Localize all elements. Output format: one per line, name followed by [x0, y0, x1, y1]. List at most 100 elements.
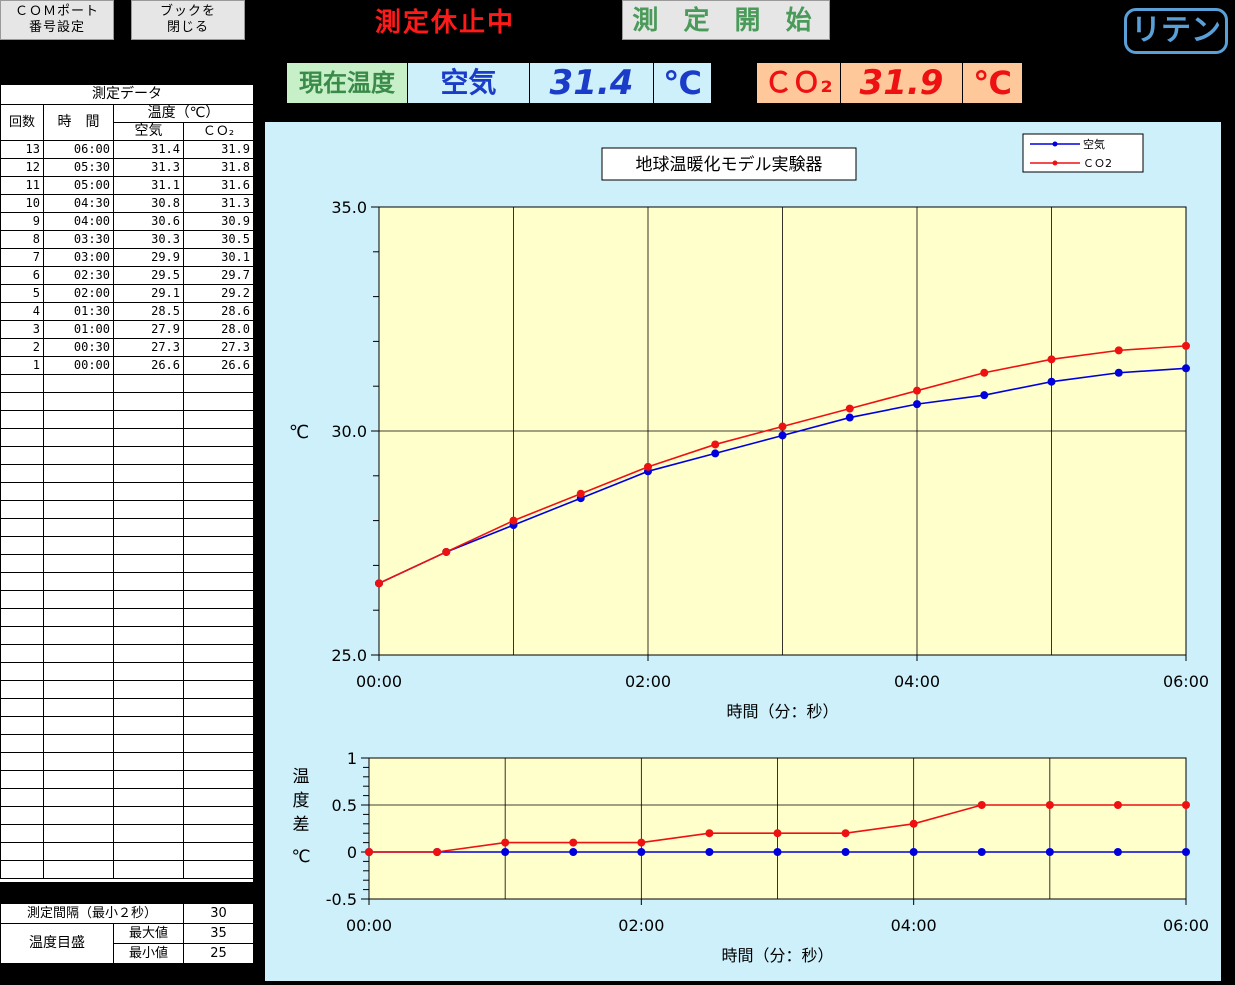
table-cell-time: [43, 464, 114, 483]
series-point-1: [841, 829, 850, 838]
table-cell-n: [0, 806, 44, 825]
start-measurement-button[interactable]: 測 定 開 始: [622, 0, 830, 40]
table-cell-air: [113, 680, 184, 699]
table-cell-air: [113, 608, 184, 627]
series-point-1: [778, 422, 787, 431]
table-cell-air: [113, 392, 184, 411]
table-cell-n: [0, 842, 44, 861]
table-cell-n: [0, 500, 44, 519]
table-cell-air: [113, 698, 184, 717]
series-point-0: [1113, 848, 1122, 856]
col-time-header: 時 間: [43, 104, 114, 141]
legend-marker-co2: [1052, 160, 1058, 166]
min-value[interactable]: 25: [183, 943, 255, 964]
table-cell-air: 30.3: [113, 230, 184, 249]
table-cell-co2: [183, 608, 254, 627]
x-tick-label: 06:00: [1163, 672, 1209, 691]
table-cell-n: [0, 536, 44, 555]
y-tick-label: 35.0: [331, 198, 367, 217]
table-cell-co2: [183, 554, 254, 573]
table-cell-time: [43, 806, 114, 825]
table-row: 13 06:00 31.4 31.9: [0, 140, 254, 159]
table-cell-air: 31.4: [113, 140, 184, 159]
y-axis-label-part: ℃: [291, 847, 310, 867]
table-row: 2 00:30 27.3 27.3: [0, 338, 254, 357]
chart-title: 地球温暖化モデル実験器: [636, 154, 823, 175]
table-row: 10 04:30 30.8 31.3: [0, 194, 254, 213]
table-cell-n: [0, 680, 44, 699]
co2-unit: ℃: [963, 63, 1023, 103]
table-cell-n: 1: [0, 356, 44, 375]
table-cell-time: 01:30: [43, 302, 114, 321]
table-cell-n: 5: [0, 284, 44, 303]
y-axis-label-part: 差: [293, 815, 310, 835]
table-cell-co2: 31.6: [183, 176, 254, 195]
table-cell-time: 05:30: [43, 158, 114, 177]
table-cell-n: [0, 464, 44, 483]
table-cell-n: [0, 626, 44, 645]
table-cell-n: [0, 752, 44, 771]
table-cell-co2: [183, 500, 254, 519]
table-cell-n: [0, 824, 44, 843]
table-row: [0, 608, 254, 627]
series-point-1: [569, 838, 578, 847]
temperature-difference-chart: -0.5 0 0.5 1 00:00 02:00 04:00 06:00 時間（分：秒） 温度差 ℃: [291, 749, 1209, 965]
table-cell-time: [43, 698, 114, 717]
y-tick-label: 30.0: [331, 422, 367, 441]
table-cell-co2: [183, 392, 254, 411]
series-point-1: [1182, 341, 1190, 350]
y-tick-label: 0: [347, 843, 357, 862]
table-cell-n: [0, 410, 44, 429]
table-row: [0, 806, 254, 825]
table-cell-co2: [183, 734, 254, 753]
series-point-1: [1045, 801, 1054, 809]
series-point-0: [711, 449, 720, 458]
series-point-0: [1047, 377, 1056, 386]
table-cell-time: [43, 446, 114, 465]
series-point-1: [845, 404, 854, 413]
table-row: [0, 734, 254, 753]
series-point-1: [773, 829, 782, 838]
table-row: 12 05:30 31.3 31.8: [0, 158, 254, 177]
table-cell-co2: [183, 374, 254, 393]
table-cell-n: [0, 428, 44, 447]
table-row: [0, 644, 254, 663]
co2-temp-value: 31.9: [841, 63, 963, 103]
series-point-0: [1045, 848, 1054, 856]
table-cell-air: 30.6: [113, 212, 184, 231]
table-cell-time: [43, 860, 114, 879]
chart-area: 地球温暖化モデル実験器 空気 ＣＯ2 25.0 30.0 35.0 00:00 02:0…: [265, 122, 1221, 981]
table-cell-air: 29.5: [113, 266, 184, 285]
table-cell-air: [113, 824, 184, 843]
table-cell-co2: [183, 788, 254, 807]
table-cell-co2: 31.9: [183, 140, 254, 159]
series-point-0: [845, 413, 854, 422]
measurement-table: 測定データ 回数 時 間 温度（℃） 空気 ＣＯ₂ 13 06:00 31.4 31.…: [0, 84, 254, 879]
table-cell-air: [113, 446, 184, 465]
table-row: 6 02:30 29.5 29.7: [0, 266, 254, 285]
table-cell-time: [43, 824, 114, 843]
series-point-0: [1182, 364, 1190, 373]
table-cell-air: 28.5: [113, 302, 184, 321]
table-row: 7 03:00 29.9 30.1: [0, 248, 254, 267]
table-cell-time: 00:00: [43, 356, 114, 375]
series-point-0: [569, 848, 578, 856]
table-cell-air: 29.1: [113, 284, 184, 303]
table-cell-co2: [183, 698, 254, 717]
col-co2-header: ＣＯ₂: [183, 122, 254, 141]
y-tick-label: 0.5: [332, 796, 357, 815]
table-cell-time: [43, 518, 114, 537]
com-port-settings-button[interactable]: ＣＯＭポート 番号設定: [0, 0, 114, 40]
interval-value[interactable]: 30: [183, 903, 255, 924]
close-book-label-line2: 閉じる: [166, 20, 209, 35]
max-value[interactable]: 35: [183, 923, 255, 944]
table-row: [0, 716, 254, 735]
close-book-button[interactable]: ブックを 閉じる: [131, 0, 245, 40]
table-cell-air: [113, 644, 184, 663]
max-label: 最大値: [112, 923, 185, 944]
table-cell-air: [113, 860, 184, 879]
table-cell-n: 2: [0, 338, 44, 357]
x-tick-label: 04:00: [891, 916, 937, 935]
series-point-0: [977, 848, 986, 856]
table-cell-co2: 30.9: [183, 212, 254, 231]
